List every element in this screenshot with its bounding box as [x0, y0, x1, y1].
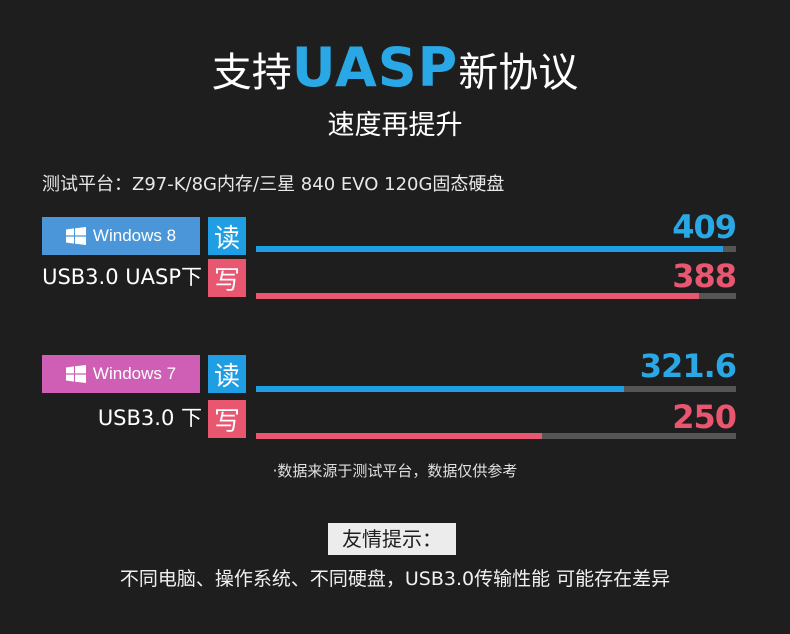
bar-value-write: 250	[672, 398, 737, 436]
test-platform: 测试平台：Z97-K/8G内存/三星 840 EVO 120G固态硬盘	[42, 174, 505, 195]
bar-track	[256, 246, 736, 252]
write-tag: 写	[208, 400, 246, 438]
bar-write	[256, 293, 700, 299]
usb-mode-label: USB3.0 下	[97, 406, 202, 430]
bar-read	[256, 246, 724, 252]
bar-track	[256, 433, 736, 439]
windows-logo-icon	[65, 365, 86, 383]
bar-track	[256, 293, 736, 299]
os-name: Windows 7	[92, 364, 177, 383]
footnote: ·数据来源于测试平台，数据仅供参考	[272, 462, 518, 480]
tip-label: 友情提示：	[328, 523, 456, 555]
usb-mode-label: USB3.0 UASP下	[42, 265, 202, 289]
bar-value-write: 388	[672, 257, 737, 295]
page-subtitle: 速度再提升	[327, 110, 463, 141]
bar-track	[256, 386, 736, 392]
title-highlight: UASP	[291, 36, 459, 99]
read-tag: 读	[208, 355, 246, 393]
tip-text: 不同电脑、操作系统、不同硬盘，USB3.0传输性能 可能存在差异	[119, 568, 671, 590]
page-title: 支持UASP新协议	[0, 38, 790, 103]
os-badge-windows8: Windows 8	[42, 217, 200, 255]
bar-read	[256, 386, 624, 392]
bar-value-read: 409	[672, 208, 737, 246]
write-tag: 写	[208, 259, 246, 297]
windows-logo-icon	[65, 227, 86, 245]
read-tag: 读	[208, 217, 246, 255]
title-prefix: 支持	[211, 50, 292, 96]
os-name: Windows 8	[92, 226, 177, 245]
bar-write	[256, 433, 542, 439]
title-suffix: 新协议	[458, 50, 579, 96]
os-badge-windows7: Windows 7	[42, 355, 200, 393]
bar-value-read: 321.6	[639, 347, 737, 385]
